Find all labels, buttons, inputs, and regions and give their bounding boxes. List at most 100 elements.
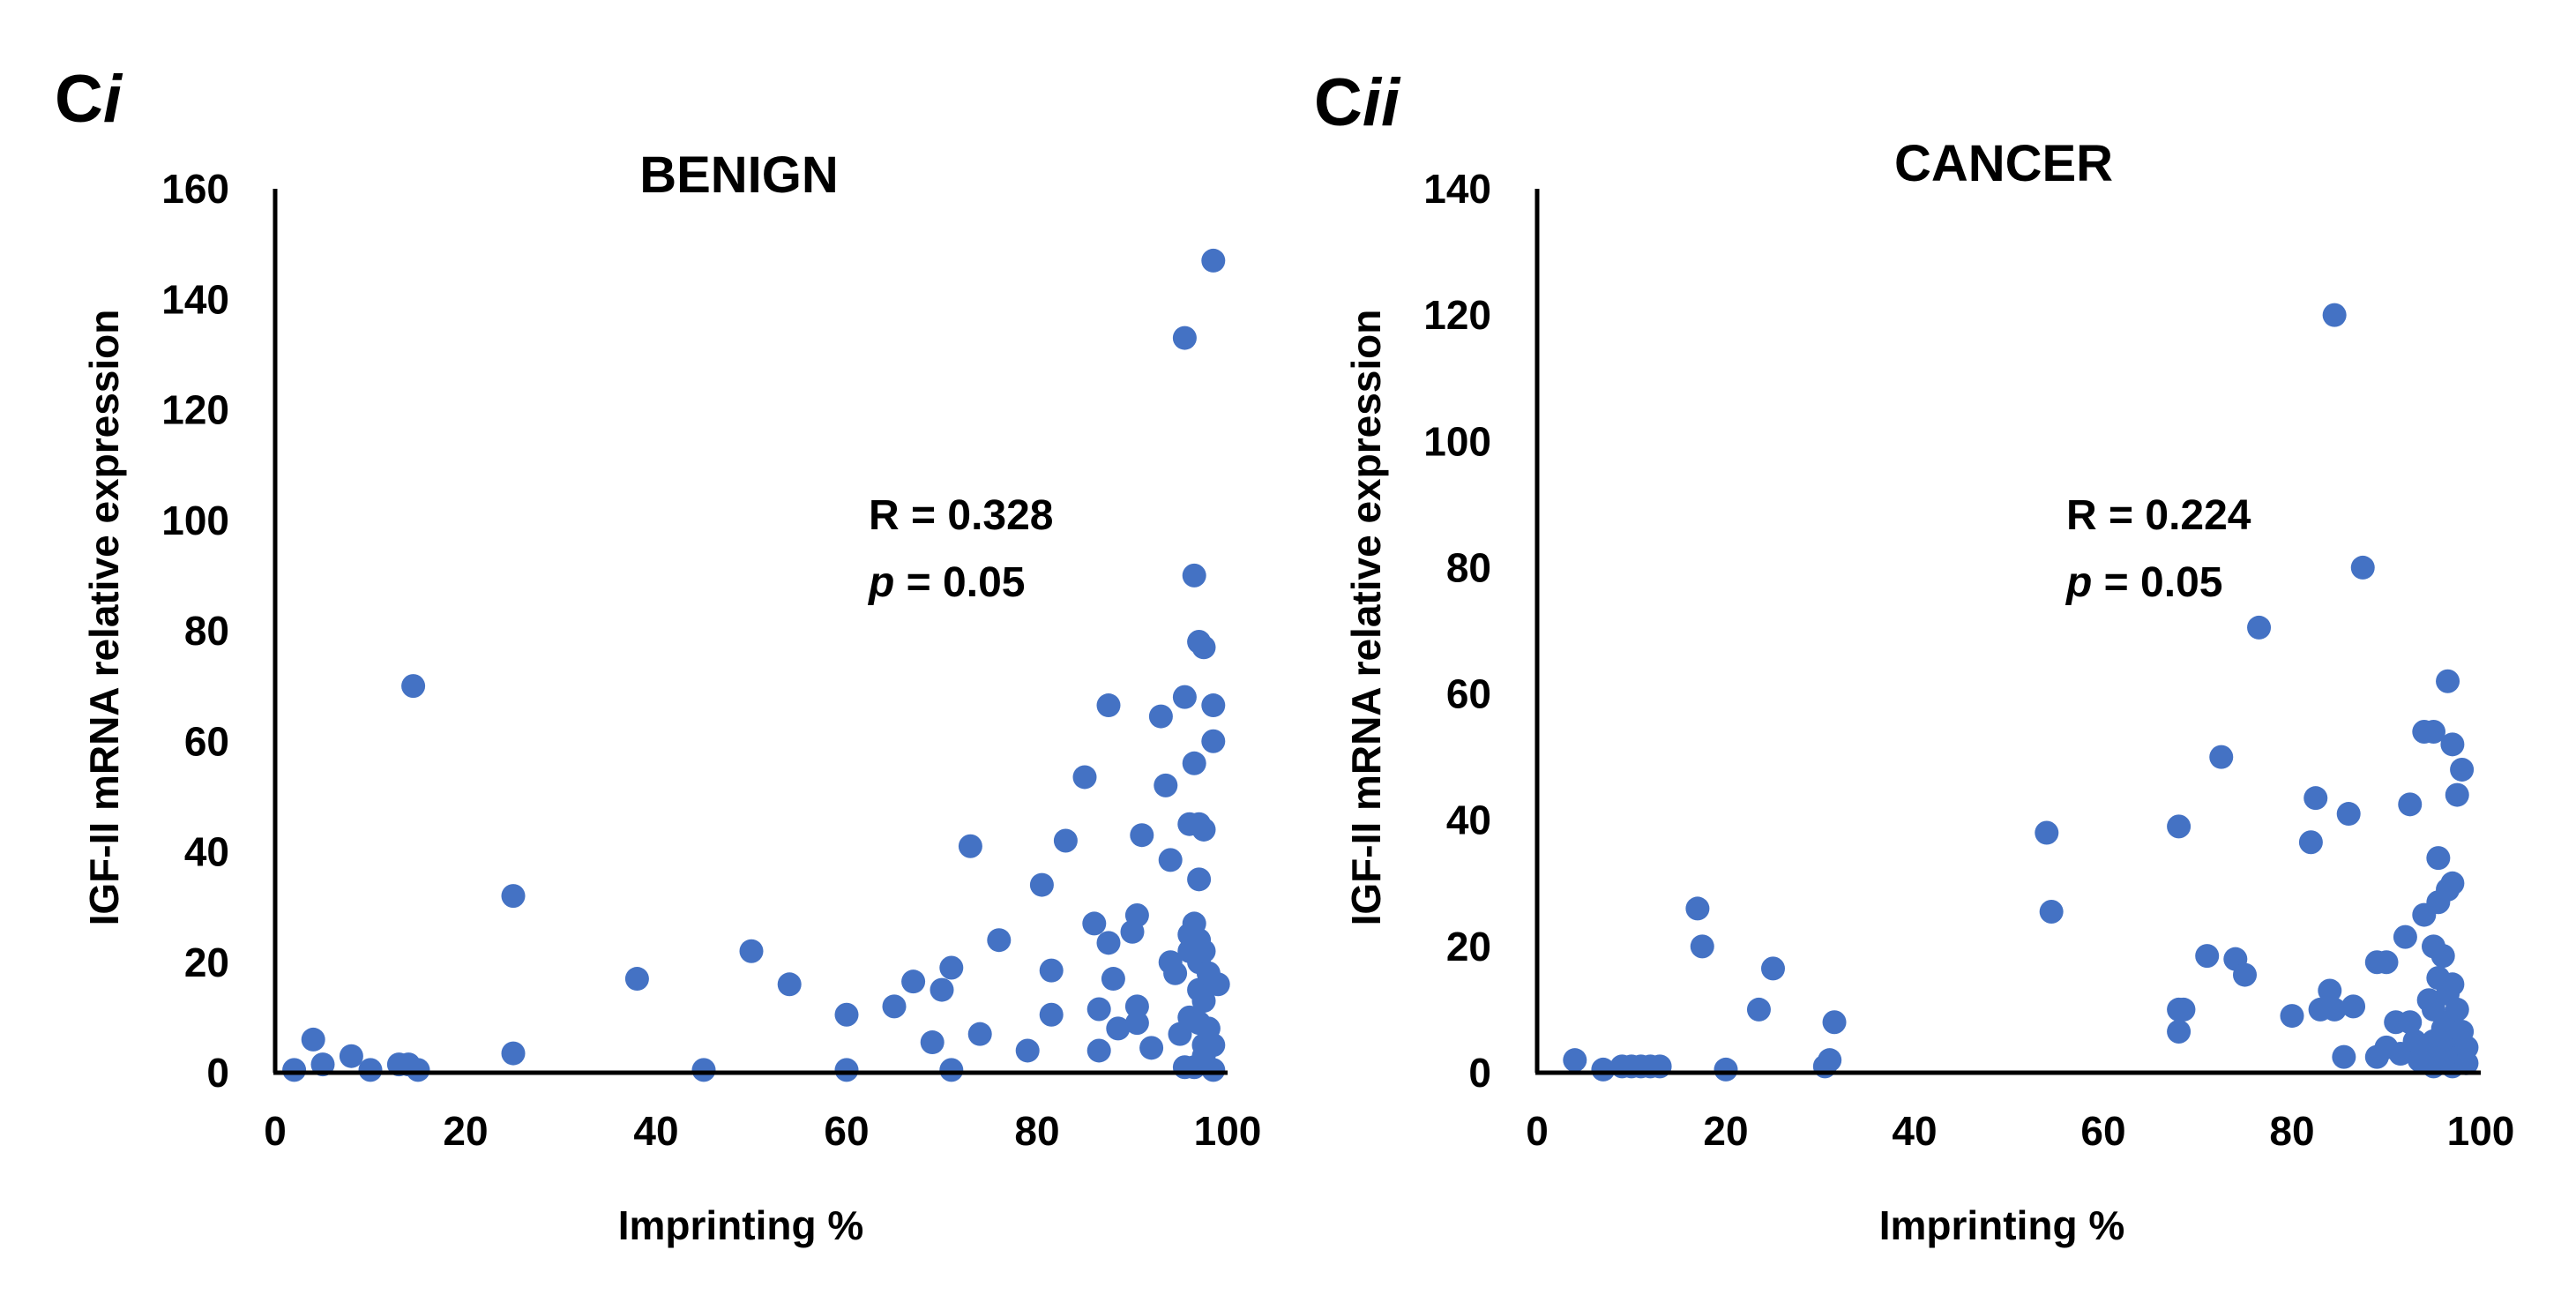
y-tick-label-benign-7: 140 xyxy=(161,276,229,322)
p-value-annotation-benign: p = 0.05 xyxy=(867,559,1025,606)
data-point-benign-24 xyxy=(967,1022,992,1046)
data-point-benign-30 xyxy=(1053,828,1078,853)
x-tick-label-cancer-1: 20 xyxy=(1703,1108,1748,1154)
data-point-benign-70 xyxy=(1191,817,1216,842)
data-point-cancer-68 xyxy=(2440,871,2465,895)
data-point-benign-2 xyxy=(310,1052,335,1077)
data-point-benign-3 xyxy=(339,1044,363,1068)
data-point-benign-4 xyxy=(358,1058,383,1082)
y-tick-label-cancer-0: 0 xyxy=(1468,1050,1491,1096)
data-point-cancer-35 xyxy=(2341,994,2366,1019)
data-point-benign-42 xyxy=(1124,1011,1149,1036)
x-tick-label-cancer-4: 80 xyxy=(2269,1108,2314,1154)
y-tick-label-benign-5: 100 xyxy=(161,498,229,543)
data-point-benign-19 xyxy=(920,1030,945,1055)
chart-title-benign: BENIGN xyxy=(639,146,839,204)
data-point-benign-38 xyxy=(1106,1016,1131,1041)
data-point-cancer-10 xyxy=(1746,997,1771,1022)
data-point-cancer-67 xyxy=(2440,732,2465,757)
data-point-benign-58 xyxy=(1182,563,1206,588)
data-point-benign-44 xyxy=(1139,1036,1164,1060)
data-point-benign-1 xyxy=(301,1027,325,1052)
x-tick-labels-cancer: 0 20 40 60 80 100 xyxy=(1526,1108,2514,1154)
data-point-cancer-25 xyxy=(2247,615,2272,640)
data-point-cancer-14 xyxy=(1822,1010,1847,1035)
data-point-cancer-43 xyxy=(2393,924,2417,949)
data-point-benign-21 xyxy=(939,955,964,980)
y-tick-label-cancer-5: 100 xyxy=(1423,418,1491,464)
data-point-cancer-73 xyxy=(2445,997,2469,1022)
y-tick-label-benign-4: 80 xyxy=(184,608,229,654)
data-point-benign-40 xyxy=(1124,903,1149,928)
data-point-benign-69 xyxy=(1191,635,1216,660)
data-point-cancer-34 xyxy=(2336,802,2361,827)
x-tick-label-benign-2: 40 xyxy=(633,1108,678,1154)
y-axis-title-benign: IGF-II mRNA relative expression xyxy=(81,310,127,926)
data-point-cancer-31 xyxy=(2322,997,2347,1022)
data-point-benign-7 xyxy=(406,1058,430,1082)
data-point-cancer-33 xyxy=(2332,1044,2356,1069)
data-point-benign-51 xyxy=(1172,326,1197,350)
data-point-benign-16 xyxy=(834,1058,859,1082)
data-point-benign-52 xyxy=(1172,685,1197,709)
data-point-benign-31 xyxy=(1072,765,1097,790)
panel-label-ci: Ci xyxy=(55,62,123,137)
data-point-cancer-44 xyxy=(2398,792,2423,817)
data-point-cancer-26 xyxy=(2280,1004,2304,1029)
y-tick-label-cancer-4: 80 xyxy=(1446,544,1491,590)
y-tick-label-benign-0: 0 xyxy=(206,1050,229,1096)
y-tick-label-cancer-1: 20 xyxy=(1446,924,1491,969)
data-points-benign xyxy=(282,248,1230,1082)
data-point-cancer-11 xyxy=(1761,956,1785,981)
data-point-benign-32 xyxy=(1082,911,1107,936)
y-tick-label-benign-2: 40 xyxy=(184,829,229,875)
data-point-cancer-57 xyxy=(2426,846,2451,871)
y-tick-label-benign-3: 60 xyxy=(184,718,229,764)
data-point-benign-18 xyxy=(901,969,926,994)
data-point-benign-47 xyxy=(1158,848,1183,872)
data-point-cancer-22 xyxy=(2209,745,2234,769)
y-axis-title-cancer: IGF-II mRNA relative expression xyxy=(1343,310,1389,926)
data-point-benign-11 xyxy=(624,967,649,992)
data-point-benign-36 xyxy=(1096,931,1121,955)
x-tick-label-benign-0: 0 xyxy=(264,1108,287,1154)
data-point-benign-29 xyxy=(1039,1002,1064,1027)
x-tick-labels-benign: 0 20 40 60 80 100 xyxy=(264,1108,1261,1154)
data-point-cancer-13 xyxy=(1818,1048,1842,1073)
data-point-benign-10 xyxy=(501,1041,526,1066)
y-tick-labels-benign: 0 20 40 60 80 100 120 140 160 xyxy=(161,166,229,1096)
panel-label-cii: Cii xyxy=(1314,65,1401,140)
data-point-cancer-17 xyxy=(2167,814,2191,839)
data-point-cancer-74 xyxy=(2450,757,2475,782)
data-point-benign-78 xyxy=(1201,693,1226,718)
data-point-benign-26 xyxy=(1015,1038,1040,1063)
data-points-cancer xyxy=(1563,303,2479,1082)
data-point-benign-72 xyxy=(1191,989,1216,1014)
y-tick-label-benign-8: 160 xyxy=(161,166,229,212)
y-tick-label-cancer-7: 140 xyxy=(1423,166,1491,212)
data-point-cancer-69 xyxy=(2440,972,2465,997)
data-point-benign-59 xyxy=(1182,751,1206,775)
data-point-cancer-0 xyxy=(1563,1048,1587,1073)
data-point-cancer-20 xyxy=(2171,997,2196,1022)
x-axis-title-cancer: Imprinting % xyxy=(1879,1202,2125,1248)
x-tick-label-cancer-0: 0 xyxy=(1526,1108,1549,1154)
data-point-benign-8 xyxy=(401,674,426,699)
data-point-benign-46 xyxy=(1154,773,1178,797)
data-point-benign-71 xyxy=(1191,939,1216,963)
data-point-cancer-32 xyxy=(2322,303,2347,327)
x-tick-label-benign-3: 60 xyxy=(824,1108,869,1154)
y-tick-label-cancer-6: 120 xyxy=(1423,292,1491,338)
data-point-cancer-19 xyxy=(2167,1019,2191,1044)
y-tick-label-benign-1: 20 xyxy=(184,939,229,985)
data-point-benign-45 xyxy=(1148,704,1173,729)
data-point-cancer-30 xyxy=(2318,978,2342,1003)
y-tick-labels-cancer: 0 20 40 60 80 100 120 140 xyxy=(1423,166,1491,1096)
x-tick-label-cancer-2: 40 xyxy=(1892,1108,1937,1154)
p-value-annotation-cancer: p = 0.05 xyxy=(2065,559,2222,606)
data-point-cancer-63 xyxy=(2436,669,2460,693)
data-point-benign-49 xyxy=(1163,961,1188,985)
data-point-benign-37 xyxy=(1101,967,1125,992)
x-tick-label-cancer-5: 100 xyxy=(2447,1108,2515,1154)
